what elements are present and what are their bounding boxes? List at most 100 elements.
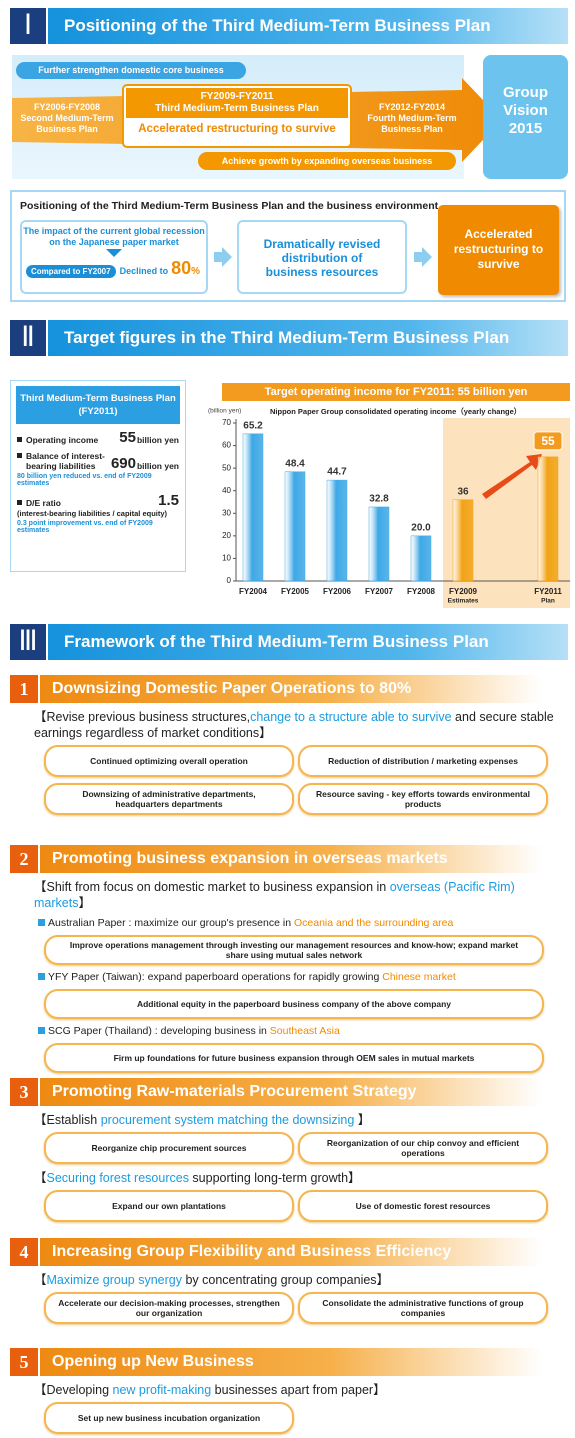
item-title: Opening up New Business <box>40 1348 568 1376</box>
heading-part: supporting long-term growth】 <box>188 1171 361 1185</box>
pill: Consolidate the administrative functions… <box>298 1292 548 1324</box>
plan-name: Third Medium-Term Business Plan <box>155 103 319 114</box>
pill-group: Expand our own plantations Use of domesti… <box>44 1190 575 1222</box>
vision-box <box>483 55 568 179</box>
heading-part: businesses apart from paper】 <box>211 1383 386 1397</box>
heading-part: 【Developing <box>34 1383 113 1397</box>
heading-part: YFY Paper (Taiwan): expand paperboard op… <box>48 971 383 983</box>
right-arrow <box>414 247 432 267</box>
heading-part: Australian Paper : maximize our group's … <box>48 917 294 929</box>
pill: Resource saving - key efforts towards en… <box>298 783 548 815</box>
x-tick-label: FY2004 <box>239 587 268 596</box>
framework-item: 3 Promoting Raw-materials Procurement Str… <box>0 1078 575 1226</box>
heading-part: overseas (Pacific Rim) markets <box>34 880 515 910</box>
value-label: 48.4 <box>285 458 305 469</box>
bar <box>452 499 474 582</box>
pill: Firm up foundations for future business … <box>44 1043 544 1073</box>
value-label: 65.2 <box>243 420 263 431</box>
heading: 【Maximize group synergy by concentrating… <box>34 1272 571 1288</box>
heading-part: 】 <box>354 1113 371 1127</box>
y-tick-label: 70 <box>222 418 231 427</box>
item-header: 5 Opening up New Business <box>0 1348 575 1376</box>
section-title: Positioning of the Third Medium-Term Bus… <box>48 8 568 44</box>
y-tick-label: 40 <box>222 486 231 495</box>
band-top: Further strengthen domestic core busines… <box>16 62 246 79</box>
pill-group: Reorganize chip procurement sources Reorg… <box>44 1132 575 1164</box>
current-header: FY2009-FY2011 Third Medium-Term Business … <box>126 88 348 118</box>
previous-plan: FY2006-FY2008 Second Medium-Term Business… <box>12 102 122 135</box>
value: 55 <box>119 429 136 446</box>
y-tick-label: 0 <box>227 576 232 585</box>
compared: Compared to FY2007 <box>26 265 116 278</box>
section-title: Target figures in the Third Medium-Term … <box>48 320 568 356</box>
heading-part: Chinese market <box>382 971 456 983</box>
pill-group: Set up new business incubation organizat… <box>44 1402 575 1434</box>
item-title: Promoting business expansion in overseas… <box>40 845 568 873</box>
heading: 【Establish procurement system matching t… <box>34 1112 571 1128</box>
pill: Reorganization of our chip convoy and ef… <box>298 1132 548 1164</box>
heading-part: 【Shift from focus on domestic market to … <box>34 880 390 894</box>
vision-line: Vision <box>503 102 548 119</box>
pill: Additional equity in the paperboard busi… <box>44 989 544 1019</box>
vision: Group Vision 2015 <box>483 84 568 138</box>
value-label-box <box>533 431 563 451</box>
item-number: 5 <box>10 1348 38 1376</box>
heading: 【Revise previous business structures,cha… <box>34 709 571 741</box>
pill-group: Improve operations management through in… <box>44 935 575 965</box>
target-label: Balance of interest-bearing liabilities <box>17 451 108 471</box>
heading: 【Developing new profit-making businesses… <box>34 1382 571 1398</box>
decline-row: Compared to FY2007 Declined to 80 % <box>26 258 206 279</box>
pill: Improve operations management through in… <box>44 935 544 965</box>
bar <box>368 506 390 582</box>
plan-name: Fourth Medium-Term Business Plan <box>367 113 457 134</box>
period: FY2009-FY2011 <box>200 91 274 102</box>
impact: The impact of the current global recessi… <box>23 226 205 247</box>
item-header: 1 Downsizing Domestic Paper Operations to… <box>0 675 575 703</box>
target: Operating income 55 billion yen <box>17 430 179 445</box>
value-label: 55 <box>541 434 555 448</box>
targets-title: Third Medium-Term Business Plan (FY2011) <box>16 386 180 424</box>
heading: 【Securing forest resources supporting lo… <box>34 1170 571 1186</box>
item-number: 2 <box>10 845 38 873</box>
targets-panel: Third Medium-Term Business Plan (FY2011) … <box>10 380 186 572</box>
target: D/E ratio 1.5 <box>17 493 179 508</box>
y-tick-label: 50 <box>222 463 231 472</box>
plan-name: Second Medium-Term Business Plan <box>20 113 114 134</box>
trend-arrow <box>482 454 542 499</box>
environment-title: Positioning of the Third Medium-Term Bus… <box>20 200 439 212</box>
section-title: Framework of the Third Medium-Term Busin… <box>48 624 568 660</box>
bullet <box>38 919 45 926</box>
item-header: 3 Promoting Raw-materials Procurement Str… <box>0 1078 575 1106</box>
chart-title-bar <box>222 383 570 401</box>
heading-part: procurement system matching the downsizi… <box>100 1113 355 1127</box>
figure-unit: % <box>191 266 201 277</box>
section-numeral: Ⅲ <box>10 624 46 660</box>
heading-part: Maximize group synergy <box>46 1273 182 1287</box>
impact-box: The impact of the current global recessi… <box>20 220 208 294</box>
bar <box>284 471 306 582</box>
period: FY2006-FY2008 <box>33 102 101 112</box>
heading-part: by concentrating group companies】 <box>181 1273 390 1287</box>
value: 690 <box>110 455 136 472</box>
vision-line: 2015 <box>508 120 543 137</box>
heading-part: 【Revise previous business structures, <box>34 710 251 724</box>
section-numeral: Ⅱ <box>10 320 46 356</box>
pill: Reduction of distribution / marketing ex… <box>298 745 548 777</box>
framework-item: 2 Promoting business expansion in oversea… <box>0 845 575 1077</box>
item-title: Downsizing Domestic Paper Operations to … <box>40 675 568 703</box>
vision-line: Group <box>503 84 548 101</box>
y-tick-label: 30 <box>222 508 231 517</box>
pill: Reorganize chip procurement sources <box>44 1132 294 1164</box>
detail: (interest-bearing liabilities / capital … <box>17 509 168 518</box>
figure: 80 <box>171 258 192 278</box>
next-plan: FY2012-FY2014 Fourth Medium-Term Business… <box>356 102 468 135</box>
bar <box>242 433 264 582</box>
framework-item: 4 Increasing Group Flexibility and Busine… <box>0 1238 575 1328</box>
heading-part: 【 <box>34 1273 47 1287</box>
bullet <box>38 973 45 980</box>
target-list: Operating income 55 billion yen Balance of … <box>11 430 185 534</box>
result: Accelerated restructuring to survive <box>438 205 559 295</box>
x-tick-note: Plan <box>541 598 555 605</box>
theme: Accelerated restructuring to survive <box>138 123 336 135</box>
value-label: 20.0 <box>411 522 431 533</box>
